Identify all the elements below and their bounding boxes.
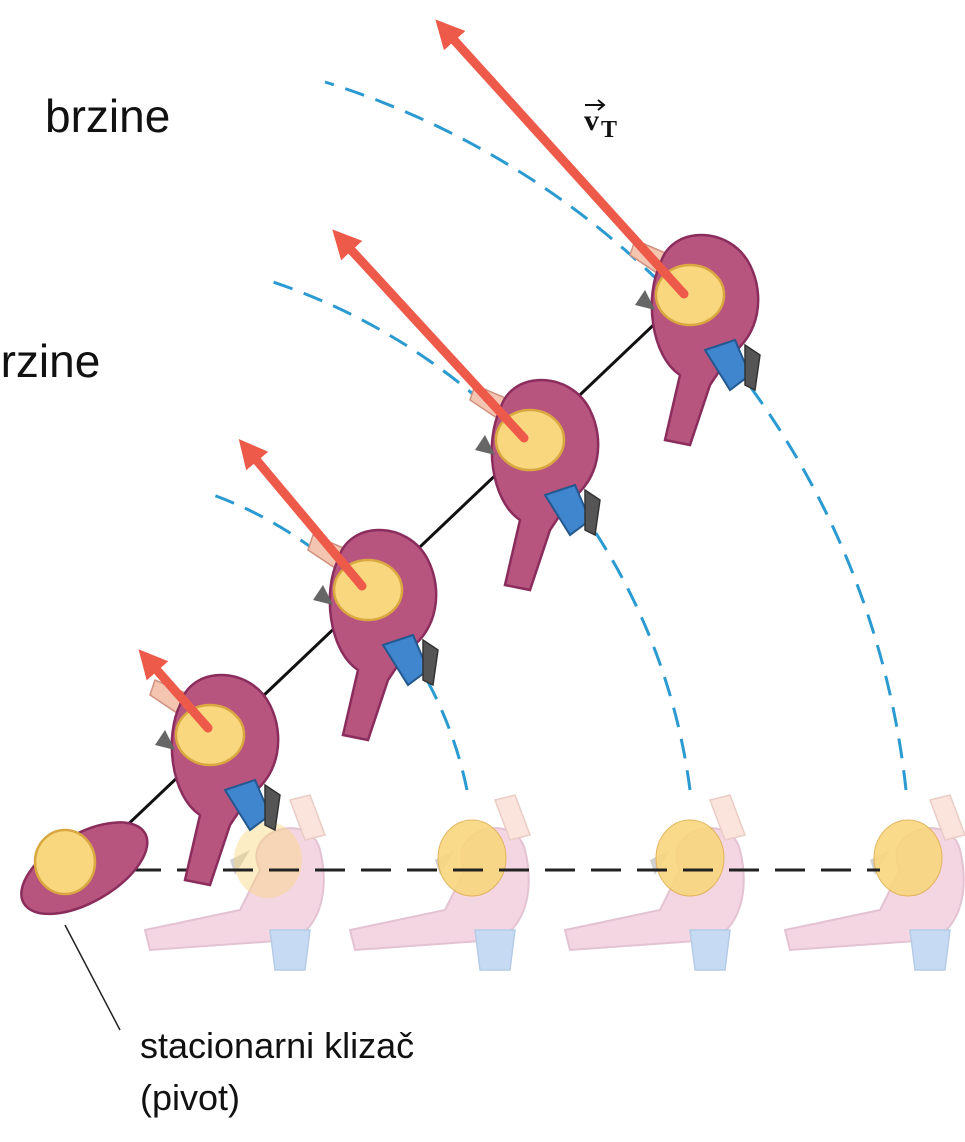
vector-subscript: T (601, 117, 617, 143)
velocity-arrow (238, 438, 367, 591)
ghost-head (873, 819, 943, 897)
path-arc (266, 278, 692, 791)
velocity-arrows (138, 19, 689, 733)
velocity-arrow (435, 19, 689, 299)
velocity-arrow (138, 649, 213, 733)
ghost-head (234, 822, 302, 898)
vector-label: v T (584, 99, 617, 143)
ghost-head (655, 819, 725, 897)
pivot-pointer (64, 924, 121, 1031)
pivot-label: (pivot) (140, 1077, 240, 1118)
vector-symbol: v (584, 104, 599, 137)
velocity-arrow (332, 229, 529, 443)
ghost-head (437, 819, 507, 897)
skater (468, 378, 602, 592)
ghost-skater (784, 794, 965, 971)
ghost-skater (349, 794, 531, 971)
skater (628, 233, 762, 447)
path-arc (324, 80, 908, 791)
ghost-skaters (144, 794, 965, 971)
ghost-skater (144, 794, 326, 971)
pivot-skater (20, 821, 149, 916)
label-middle: brzine (0, 335, 100, 387)
ghost-skater (564, 794, 746, 971)
label-top: brzine (45, 90, 170, 142)
pivot-label: stacionarni klizač (140, 1025, 414, 1066)
